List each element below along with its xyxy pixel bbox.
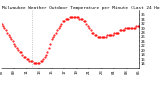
Text: Milwaukee Weather Outdoor Temperature per Minute (Last 24 Hours): Milwaukee Weather Outdoor Temperature pe… bbox=[2, 6, 160, 10]
